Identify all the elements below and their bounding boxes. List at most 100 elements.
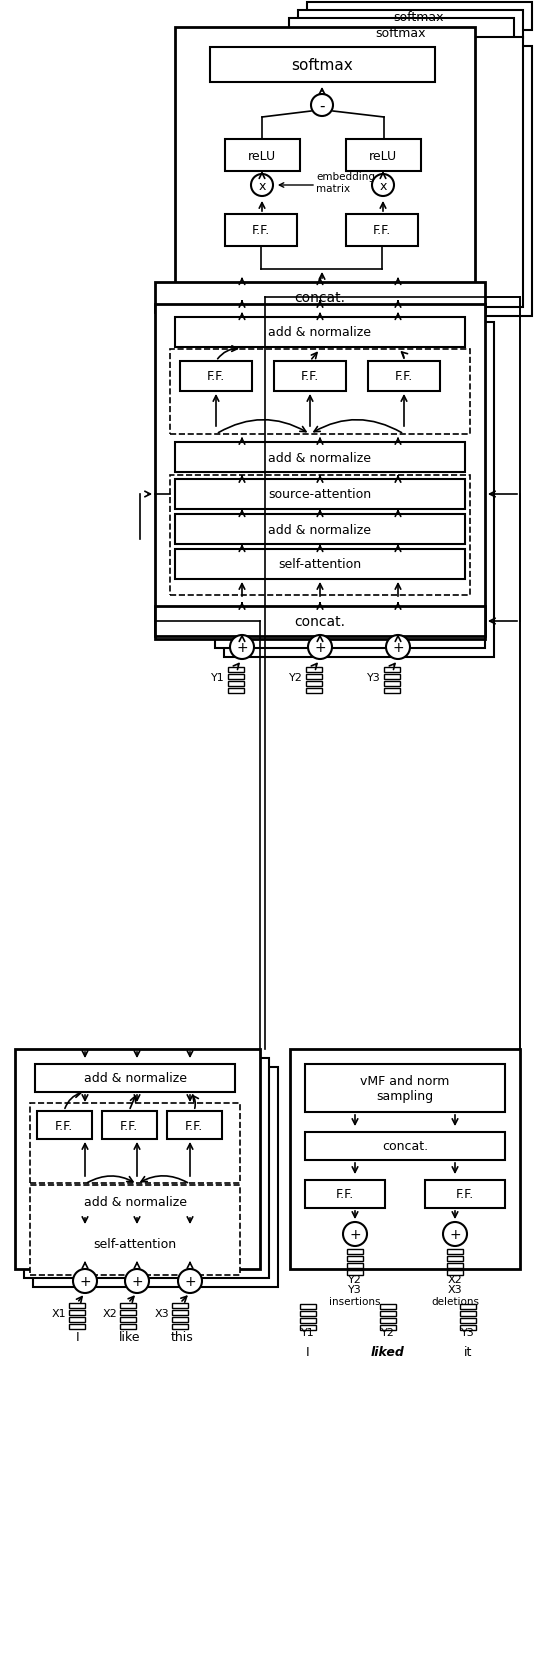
Bar [306,681,322,686]
Text: softmax: softmax [291,58,353,73]
Text: this: this [170,1331,193,1344]
Circle shape [73,1269,97,1292]
Bar [425,1180,505,1208]
Bar [307,3,532,31]
Text: +: + [79,1274,91,1287]
Bar [460,1319,476,1324]
Circle shape [343,1223,367,1246]
Bar [300,1319,316,1324]
Text: +: + [131,1274,143,1287]
Bar [69,1302,85,1309]
Text: F.F.: F.F. [252,224,270,237]
Text: I: I [76,1331,80,1344]
Text: concat.: concat. [294,615,346,628]
Bar [24,1059,269,1278]
Bar [380,1326,396,1331]
Text: Y2: Y2 [289,673,303,683]
Bar [298,38,523,308]
Bar [37,1112,92,1140]
Text: F.F.: F.F. [120,1118,138,1132]
Bar [210,48,435,83]
Bar [447,1256,463,1261]
Bar [15,1049,260,1269]
Text: F.F.: F.F. [373,224,391,237]
Circle shape [443,1223,467,1246]
Text: -: - [319,98,325,113]
Bar [346,215,418,247]
Bar [447,1271,463,1276]
Bar [120,1302,136,1309]
Text: insertions: insertions [329,1296,381,1306]
Text: vMF and norm
sampling: vMF and norm sampling [360,1074,450,1102]
Text: add & normalize: add & normalize [269,524,371,537]
Text: Y3: Y3 [367,673,381,683]
Text: add & normalize: add & normalize [84,1195,187,1208]
Bar [30,1104,240,1183]
Text: Y1: Y1 [301,1327,315,1337]
Bar [69,1317,85,1322]
Bar [380,1304,396,1309]
Bar [172,1317,188,1322]
Bar [298,12,523,40]
Bar [384,674,400,679]
Bar [175,481,465,510]
Bar [347,1263,363,1268]
Text: softmax: softmax [376,27,426,40]
Bar [305,1132,505,1160]
Text: I: I [306,1345,310,1359]
Text: concat.: concat. [382,1140,428,1153]
Bar [225,215,297,247]
Text: +: + [392,641,404,655]
Circle shape [311,94,333,118]
Text: F.F.: F.F. [55,1118,73,1132]
Bar [306,689,322,694]
Bar [384,689,400,694]
Text: X3: X3 [448,1284,463,1294]
Bar [380,1319,396,1324]
Text: source-attention: source-attention [269,489,371,500]
Text: F.F.: F.F. [301,370,319,383]
Text: F.F.: F.F. [395,370,413,383]
Text: self-attention: self-attention [278,558,362,572]
Text: reLU: reLU [248,149,276,162]
Text: concat.: concat. [294,292,346,305]
Bar [120,1317,136,1322]
Bar [155,283,485,313]
Bar [460,1311,476,1316]
Circle shape [251,176,273,197]
Bar [175,442,465,472]
Text: F.F.: F.F. [185,1118,203,1132]
Bar [346,139,421,172]
Bar [30,1185,240,1276]
Circle shape [230,636,254,659]
Bar [180,361,252,391]
Circle shape [125,1269,149,1292]
Bar [102,1112,157,1140]
Text: self-attention: self-attention [93,1238,176,1251]
Text: it: it [464,1345,472,1359]
Bar [300,1304,316,1309]
Bar [69,1324,85,1329]
Bar [172,1302,188,1309]
Bar [289,18,514,46]
Bar [172,1311,188,1316]
Bar [447,1263,463,1268]
Circle shape [178,1269,202,1292]
Text: F.F.: F.F. [336,1188,354,1201]
Text: F.F.: F.F. [207,370,225,383]
Bar [307,46,532,316]
Text: like: like [119,1331,141,1344]
Text: Y1: Y1 [211,673,225,683]
Text: Y3: Y3 [348,1284,362,1294]
Text: reLU: reLU [369,149,397,162]
Bar [120,1311,136,1316]
Bar [175,550,465,580]
Bar [447,1249,463,1254]
Text: Y3: Y3 [461,1327,475,1337]
Text: deletions: deletions [431,1296,479,1306]
Text: x: x [258,179,266,192]
Bar [300,1311,316,1316]
Text: +: + [184,1274,196,1287]
Text: softmax: softmax [394,10,444,23]
Text: X2: X2 [102,1309,117,1319]
